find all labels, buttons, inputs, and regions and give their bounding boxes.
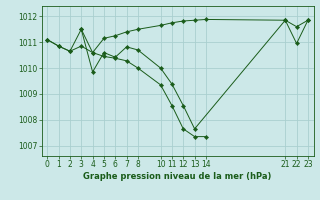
X-axis label: Graphe pression niveau de la mer (hPa): Graphe pression niveau de la mer (hPa) bbox=[84, 172, 272, 181]
